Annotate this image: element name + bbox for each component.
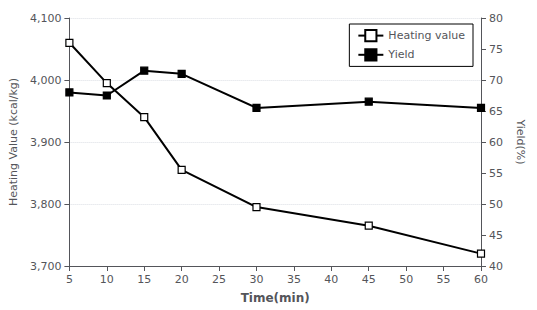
svg-text:45: 45	[489, 229, 503, 242]
svg-text:Yield: Yield	[387, 48, 414, 61]
svg-text:Time(min): Time(min)	[241, 291, 310, 305]
svg-text:15: 15	[137, 273, 151, 286]
svg-text:50: 50	[489, 198, 503, 211]
svg-text:70: 70	[489, 74, 503, 87]
svg-text:45: 45	[362, 273, 376, 286]
svg-text:3,800: 3,800	[30, 198, 62, 211]
svg-text:40: 40	[489, 260, 503, 273]
svg-text:60: 60	[474, 273, 488, 286]
svg-text:55: 55	[437, 273, 451, 286]
svg-text:3,900: 3,900	[30, 136, 62, 149]
svg-text:40: 40	[324, 273, 338, 286]
svg-text:5: 5	[66, 273, 73, 286]
svg-text:80: 80	[489, 12, 503, 25]
svg-text:50: 50	[399, 273, 413, 286]
svg-text:30: 30	[249, 273, 263, 286]
svg-text:10: 10	[100, 273, 114, 286]
svg-text:4,000: 4,000	[30, 74, 62, 87]
svg-text:35: 35	[287, 273, 301, 286]
svg-text:25: 25	[212, 273, 226, 286]
svg-text:3,700: 3,700	[30, 260, 62, 273]
svg-text:55: 55	[489, 167, 503, 180]
svg-text:75: 75	[489, 43, 503, 56]
svg-text:Yield(%): Yield(%)	[514, 118, 527, 164]
svg-text:4,100: 4,100	[30, 12, 62, 25]
svg-text:20: 20	[175, 273, 189, 286]
svg-text:Heating value: Heating value	[388, 29, 465, 42]
svg-text:65: 65	[489, 105, 503, 118]
svg-text:Heating Value (kcal/kg): Heating Value (kcal/kg)	[7, 78, 20, 206]
svg-text:60: 60	[489, 136, 503, 149]
